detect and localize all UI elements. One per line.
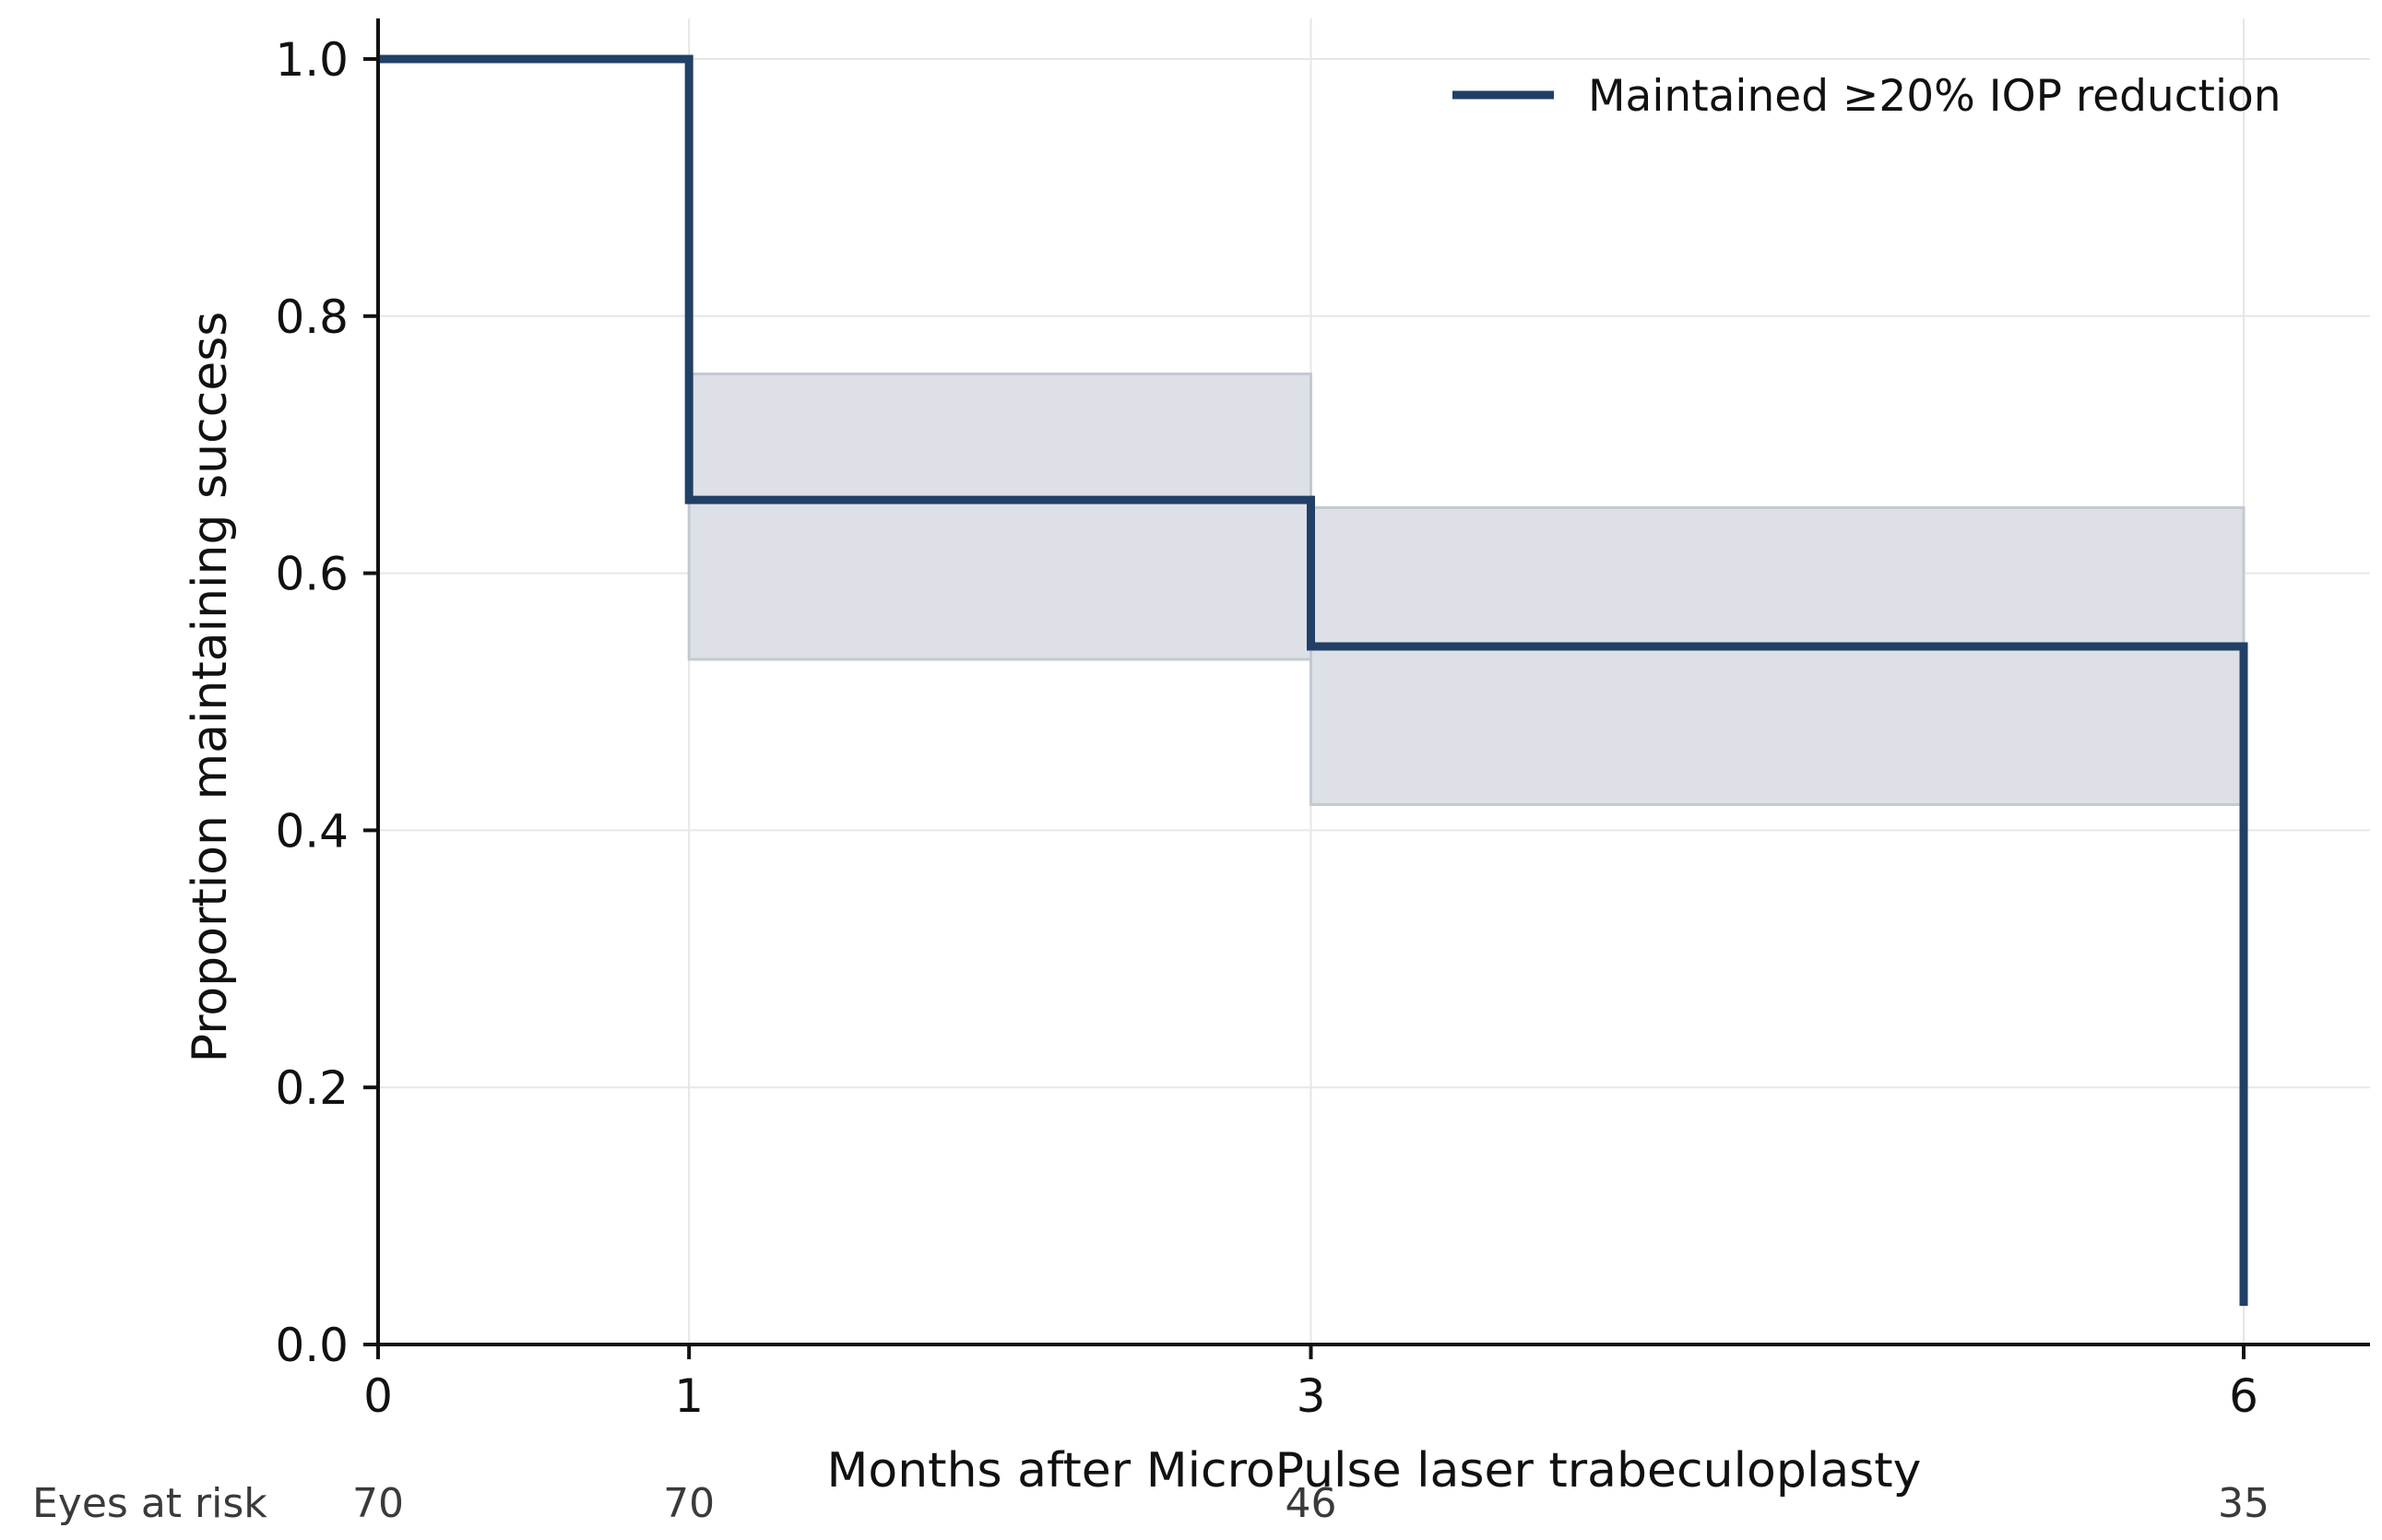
ci-band-segment-0 bbox=[687, 373, 1312, 661]
risk-table: Eyes at risk 70 70 46 35 bbox=[32, 1480, 2269, 1527]
x-tick-label-1: 1 bbox=[674, 1369, 704, 1423]
risk-count-0: 70 bbox=[352, 1480, 404, 1527]
tick-labels: 0.0 0.2 0.4 0.6 0.8 1.0 0 1 3 6 bbox=[275, 33, 2258, 1423]
confidence-band bbox=[687, 373, 2246, 807]
risk-count-2: 46 bbox=[1286, 1480, 1337, 1527]
legend-label: Maintained ≥20% IOP reduction bbox=[1588, 71, 2281, 122]
x-axis-title: Months after MicroPulse laser trabeculop… bbox=[827, 1443, 1922, 1499]
risk-count-3: 35 bbox=[2218, 1480, 2269, 1527]
legend: Maintained ≥20% IOP reduction bbox=[1452, 71, 2281, 122]
y-tick-label-0: 0.0 bbox=[275, 1319, 349, 1372]
risk-count-1: 70 bbox=[663, 1480, 715, 1527]
x-tick-label-2: 3 bbox=[1297, 1369, 1326, 1423]
ci-band-segment-1 bbox=[1310, 506, 2246, 807]
x-tick-label-3: 6 bbox=[2229, 1369, 2258, 1423]
y-tick-label-1: 0.2 bbox=[275, 1061, 349, 1115]
axes bbox=[363, 18, 2370, 1359]
survival-step-line bbox=[378, 54, 2248, 1307]
x-tick-label-0: 0 bbox=[363, 1369, 393, 1423]
y-axis-title: Proportion maintaining success bbox=[183, 312, 238, 1063]
risk-table-label: Eyes at risk bbox=[32, 1480, 267, 1527]
y-tick-label-4: 0.8 bbox=[275, 290, 349, 344]
y-tick-label-5: 1.0 bbox=[275, 33, 349, 87]
y-tick-label-2: 0.4 bbox=[275, 804, 349, 858]
y-tick-label-3: 0.6 bbox=[275, 548, 349, 601]
